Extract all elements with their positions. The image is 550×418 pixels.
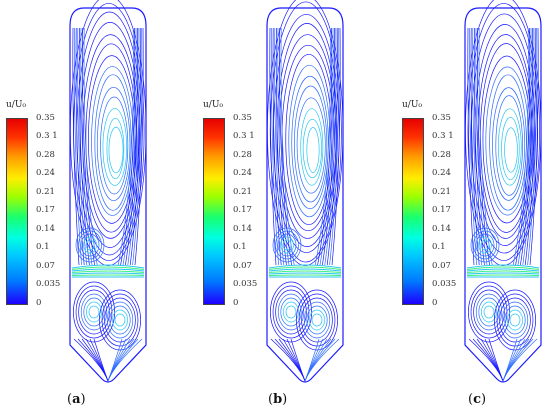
colorbar-tick: 0.07 <box>36 261 55 271</box>
streamlines <box>465 0 542 382</box>
colorbar-tick: 0.3 1 <box>36 131 58 141</box>
colorbar-tick: 0.1 <box>233 242 247 252</box>
streamlines <box>69 0 147 382</box>
streamline-plot-b <box>266 0 344 383</box>
colorbar-tick: 0.3 1 <box>233 131 255 141</box>
vessel-outline <box>464 7 542 383</box>
panel-label: (a) <box>67 392 86 407</box>
colorbar-tick: 0.14 <box>36 224 55 234</box>
streamlines <box>267 0 344 382</box>
colorbar-tick: 0.14 <box>432 224 451 234</box>
colorbar-tick: 0.28 <box>36 150 55 160</box>
colorbar-tick: 0.3 1 <box>432 131 454 141</box>
colorbar-tick: 0.28 <box>233 150 252 160</box>
panel-label: (c) <box>468 392 487 407</box>
colorbar-tick: 0.17 <box>432 205 451 215</box>
colorbar-title: u/U₀ <box>203 100 224 110</box>
colorbar-tick: 0.24 <box>233 168 252 178</box>
colorbar <box>402 118 424 305</box>
colorbar-tick: 0.1 <box>36 242 50 252</box>
colorbar-tick: 0.21 <box>233 187 252 197</box>
colorbar-tick: 0.035 <box>432 279 457 289</box>
colorbar-title: u/U₀ <box>6 100 27 110</box>
colorbar-tick: 0 <box>432 298 438 308</box>
colorbar-tick: 0 <box>233 298 239 308</box>
colorbar-tick: 0.035 <box>36 279 61 289</box>
colorbar-title: u/U₀ <box>402 100 423 110</box>
streamline-plot-a <box>69 0 147 383</box>
colorbar-tick: 0.35 <box>36 113 55 123</box>
colorbar-tick: 0.17 <box>36 205 55 215</box>
colorbar-tick: 0.07 <box>432 261 451 271</box>
colorbar-tick: 0.21 <box>36 187 55 197</box>
colorbar-tick: 0.07 <box>233 261 252 271</box>
colorbar-tick: 0.24 <box>432 168 451 178</box>
streamline-plot-c <box>464 0 542 383</box>
colorbar-tick: 0.35 <box>432 113 451 123</box>
colorbar-tick: 0 <box>36 298 42 308</box>
vessel-outline <box>266 7 344 383</box>
colorbar <box>203 118 225 305</box>
panel-label: (b) <box>268 392 288 407</box>
colorbar <box>6 118 28 305</box>
colorbar-tick: 0.35 <box>233 113 252 123</box>
colorbar-tick: 0.24 <box>36 168 55 178</box>
colorbar-tick: 0.21 <box>432 187 451 197</box>
colorbar-tick: 0.17 <box>233 205 252 215</box>
colorbar-tick: 0.035 <box>233 279 258 289</box>
vessel-outline <box>69 7 147 383</box>
colorbar-tick: 0.1 <box>432 242 446 252</box>
colorbar-tick: 0.28 <box>432 150 451 160</box>
colorbar-tick: 0.14 <box>233 224 252 234</box>
